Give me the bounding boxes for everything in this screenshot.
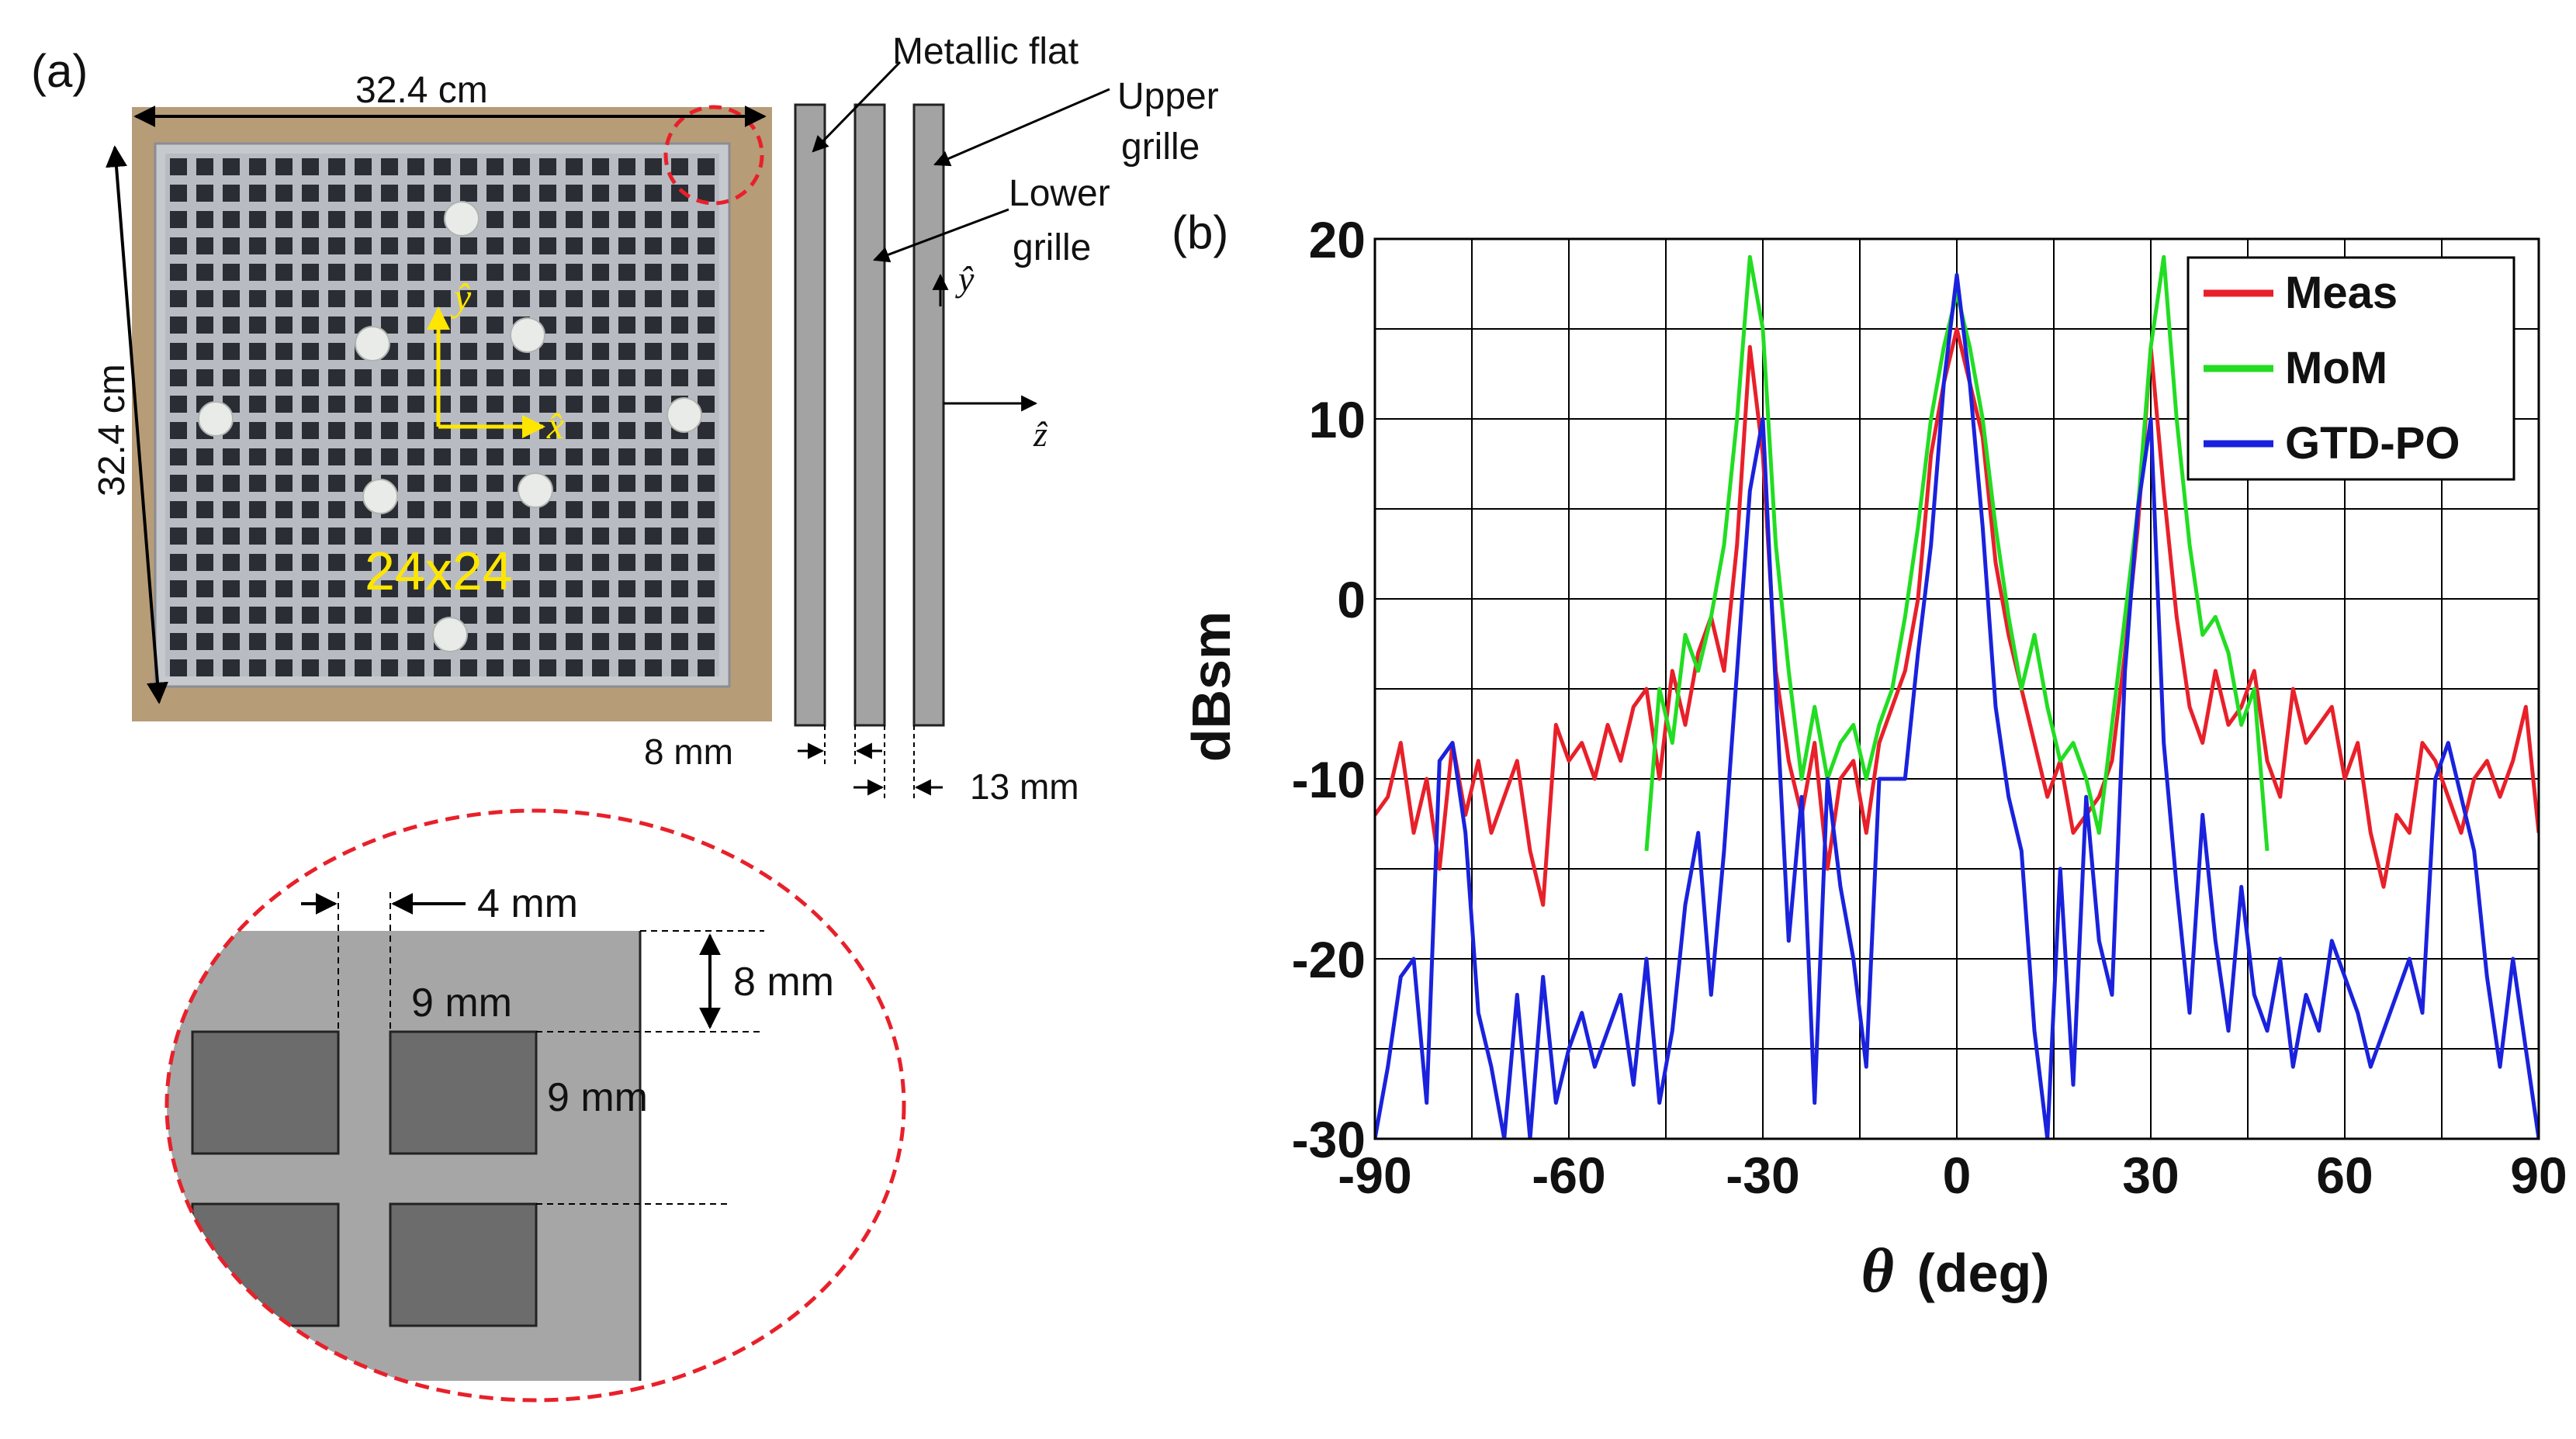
upper-grille-plate xyxy=(912,103,945,727)
plot-frame xyxy=(1373,237,2540,1140)
height-dimension-label: 32.4 cm xyxy=(92,364,133,496)
spacer xyxy=(198,401,234,437)
y-tick-label: 20 xyxy=(1309,211,1366,268)
y-tick-labels: -30 -20 -10 0 10 20 xyxy=(1292,211,1366,1168)
dim-9-vertical-label: 9 mm xyxy=(547,1075,648,1120)
spacer xyxy=(355,326,390,361)
x-tick-label: 0 xyxy=(1943,1147,1972,1204)
spacer xyxy=(432,617,468,652)
spacer xyxy=(444,201,480,237)
legend-item-mom: MoM xyxy=(2204,343,2387,393)
spacer xyxy=(518,472,553,508)
upper-grille-label-2: grille xyxy=(1121,126,1200,168)
legend-label-meas: Meas xyxy=(2285,268,2398,318)
series-line-meas xyxy=(1375,327,2539,907)
detail-hole xyxy=(191,1030,340,1155)
x-axis-label: θ (deg) xyxy=(1861,1235,2049,1306)
dim-9-horizontal-label: 9 mm xyxy=(411,981,512,1026)
metallic-flat-label: Metallic flat xyxy=(892,31,1079,72)
gap-13-label: 13 mm xyxy=(970,766,1079,807)
series-line-mom xyxy=(1644,254,2270,851)
dim-4-label: 4 mm xyxy=(477,881,578,926)
x-tick-label: -60 xyxy=(1532,1147,1605,1204)
spacer xyxy=(362,479,398,514)
lower-grille-leader xyxy=(873,208,1009,263)
legend: Meas MoM GTD-PO xyxy=(2186,256,2515,481)
cross-section-y-axis-label: ŷ xyxy=(955,259,975,299)
y-tick-label: -10 xyxy=(1292,751,1366,808)
x-tick-label: -90 xyxy=(1338,1147,1411,1204)
upper-grille-leader xyxy=(933,88,1110,167)
y-tick-label: 0 xyxy=(1337,571,1366,628)
lower-grille-plate xyxy=(853,103,886,727)
detail-hole xyxy=(389,1202,538,1327)
width-dimension-label: 32.4 cm xyxy=(355,70,488,111)
rcs-chart: -90 -60 -30 0 30 60 90 -30 -20 -10 0 10 20 dBsm θ (… xyxy=(1181,211,2567,1306)
y-tick-label: 10 xyxy=(1309,391,1366,448)
grille-photo: 24x24 ŷ x̂ xyxy=(132,105,772,721)
photo-x-axis-label: x̂ xyxy=(546,403,564,447)
grid-count-label: 24x24 xyxy=(365,541,513,601)
dim-8-label: 8 mm xyxy=(733,960,834,1005)
detail-outline xyxy=(164,808,906,1403)
y-tick-label: -20 xyxy=(1292,931,1366,988)
metallic-flat-plate xyxy=(794,103,826,727)
panel-a-label: (a) xyxy=(31,45,88,97)
x-axis-symbol: θ xyxy=(1861,1235,1894,1306)
detail-magnifier: 4 mm 8 mm 9 mm 9 mm xyxy=(164,808,906,1403)
nylon-spacers xyxy=(198,201,702,652)
x-tick-labels: -90 -60 -30 0 30 60 90 xyxy=(1338,1147,2567,1204)
x-tick-label: 90 xyxy=(2510,1147,2567,1204)
x-tick-label: 60 xyxy=(2316,1147,2373,1204)
height-dimension-arrow xyxy=(106,145,168,704)
photo-y-axis-label: ŷ xyxy=(450,275,472,319)
y-tick-label: -30 xyxy=(1292,1111,1366,1168)
spacer xyxy=(667,397,702,433)
grille-holes xyxy=(165,154,719,676)
y-axis-label: dBsm xyxy=(1181,611,1241,762)
metallic-flat-leader xyxy=(812,61,902,153)
cross-section: Metallic flat Upper grille Lower grille … xyxy=(644,31,1219,807)
x-tick-label: 30 xyxy=(2122,1147,2179,1204)
series-line-gtd-po xyxy=(1375,272,2539,1139)
upper-grille-label-1: Upper xyxy=(1117,76,1219,117)
legend-label-gtd-po: GTD-PO xyxy=(2285,418,2460,469)
legend-item-gtd-po: GTD-PO xyxy=(2204,418,2460,469)
lower-grille-label-2: grille xyxy=(1013,227,1091,268)
lower-grille-label-1: Lower xyxy=(1009,173,1110,214)
spacer xyxy=(510,317,545,353)
series-lines xyxy=(1375,254,2539,1139)
detail-hole xyxy=(389,1030,538,1155)
legend-label-mom: MoM xyxy=(2285,343,2387,393)
gap-8-label: 8 mm xyxy=(644,732,733,772)
cross-section-z-axis-label: ẑ xyxy=(1033,414,1048,454)
legend-item-meas: Meas xyxy=(2204,268,2398,318)
x-axis-unit: (deg) xyxy=(1916,1243,2049,1303)
panel-b-label: (b) xyxy=(1172,206,1228,258)
x-tick-label: -30 xyxy=(1726,1147,1799,1204)
